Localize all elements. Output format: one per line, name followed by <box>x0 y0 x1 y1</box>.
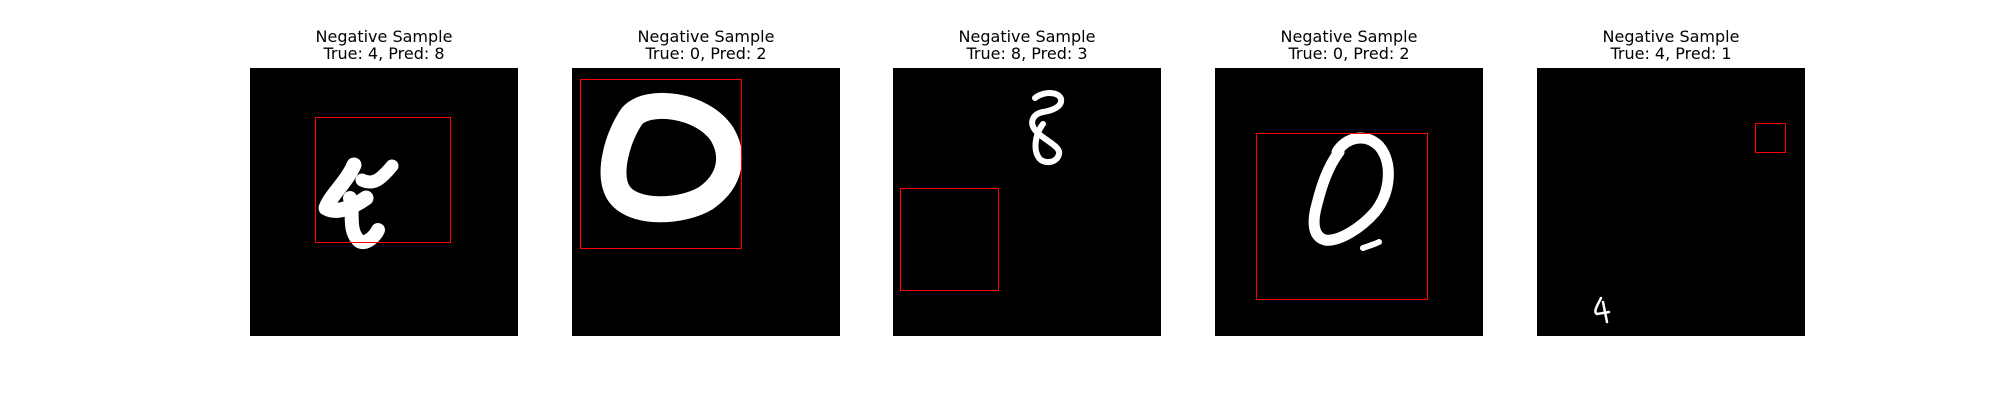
panel-title: Negative Sample True: 4, Pred: 8 <box>210 28 558 62</box>
sample-panel-3: Negative Sample True: 8, Pred: 3 <box>893 0 1161 340</box>
panel-title: Negative Sample True: 4, Pred: 1 <box>1497 28 1845 62</box>
prediction-box <box>1256 133 1428 300</box>
panel-title: Negative Sample True: 0, Pred: 2 <box>532 28 880 62</box>
sample-panel-4: Negative Sample True: 0, Pred: 2 <box>1215 0 1483 340</box>
panel-label: True: 4, Pred: 1 <box>1610 44 1732 63</box>
digit-image <box>250 68 518 336</box>
panel-title: Negative Sample True: 0, Pred: 2 <box>1175 28 1523 62</box>
digit-image <box>893 68 1161 336</box>
panel-heading: Negative Sample <box>1602 27 1740 46</box>
digit-drawing <box>318 157 399 249</box>
prediction-box <box>1755 123 1786 153</box>
prediction-box <box>580 79 742 249</box>
digit-drawing <box>1029 90 1065 166</box>
panel-heading: Negative Sample <box>637 27 775 46</box>
panel-label: True: 0, Pred: 2 <box>645 44 767 63</box>
digit-drawing <box>1308 132 1394 251</box>
panel-label: True: 8, Pred: 3 <box>966 44 1088 63</box>
digit-drawing <box>1594 296 1611 324</box>
digit-image <box>1215 68 1483 336</box>
panel-title: Negative Sample True: 8, Pred: 3 <box>853 28 1201 62</box>
panel-heading: Negative Sample <box>1280 27 1418 46</box>
panel-heading: Negative Sample <box>315 27 453 46</box>
panel-heading: Negative Sample <box>958 27 1096 46</box>
digit-image <box>572 68 840 336</box>
digit-image <box>1537 68 1805 336</box>
prediction-box <box>315 117 451 243</box>
panel-label: True: 0, Pred: 2 <box>1288 44 1410 63</box>
sample-panel-2: Negative Sample True: 0, Pred: 2 <box>572 0 840 340</box>
sample-panel-1: Negative Sample True: 4, Pred: 8 <box>250 0 518 340</box>
panel-label: True: 4, Pred: 8 <box>323 44 445 63</box>
prediction-box <box>900 188 999 291</box>
sample-panel-5: Negative Sample True: 4, Pred: 1 <box>1537 0 1805 340</box>
digit-drawing <box>600 92 743 223</box>
